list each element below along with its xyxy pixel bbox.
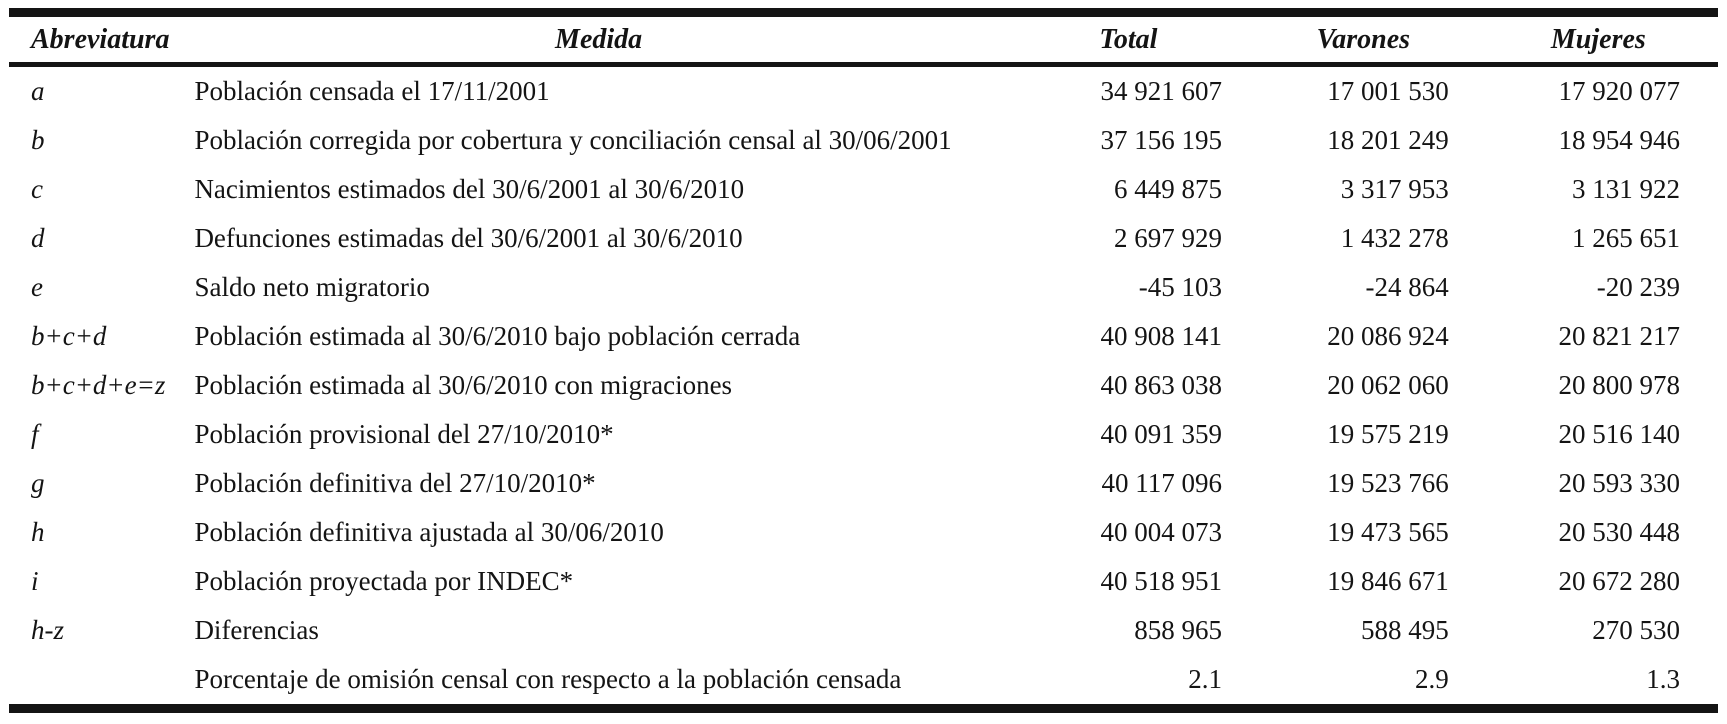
table-row: a Población censada el 17/11/2001 34 921… (9, 65, 1718, 117)
total-cell: 40 091 359 (1100, 419, 1223, 449)
abbreviation-cell: b+c+d (31, 321, 107, 351)
total-cell: 40 518 951 (1100, 566, 1223, 596)
population-reconciliation-table: Abreviatura Medida Total Varones Mujeres… (9, 8, 1718, 713)
varones-cell: 18 201 249 (1327, 125, 1449, 155)
total-cell: 2 697 929 (1114, 223, 1223, 253)
table-row: f Población provisional del 27/10/2010* … (9, 410, 1718, 459)
abbreviation-cell: c (31, 174, 43, 204)
header-abreviatura: Abreviatura (9, 12, 189, 67)
mujeres-cell: 3 131 922 (1572, 174, 1680, 204)
total-cell: 34 921 607 (1100, 76, 1223, 106)
mujeres-cell: 20 821 217 (1558, 321, 1681, 351)
varones-cell: 19 846 671 (1327, 566, 1449, 596)
mujeres-cell: 20 530 448 (1558, 517, 1681, 547)
varones-cell: 19 473 565 (1327, 517, 1449, 547)
table-row: b Población corregida por cobertura y co… (9, 116, 1718, 165)
measure-cell: Población provisional del 27/10/2010* (194, 419, 614, 449)
mujeres-cell: -20 239 (1596, 272, 1680, 302)
table-header: Abreviatura Medida Total Varones Mujeres (9, 12, 1718, 67)
total-cell: 40 004 073 (1100, 517, 1223, 547)
measure-cell: Porcentaje de omisión censal con respect… (194, 664, 902, 694)
mujeres-cell: 20 516 140 (1558, 419, 1681, 449)
table-row: i Población proyectada por INDEC* 40 518… (9, 557, 1718, 606)
measure-cell: Diferencias (194, 615, 319, 645)
table-row: c Nacimientos estimados del 30/6/2001 al… (9, 165, 1718, 214)
varones-cell: 2.9 (1414, 664, 1449, 694)
table-row: h-z Diferencias 858 965 588 495 270 530 (9, 606, 1718, 655)
abbreviation-cell: i (31, 566, 39, 596)
varones-cell: 19 575 219 (1327, 419, 1449, 449)
table-row: b+c+d+e=z Población estimada al 30/6/201… (9, 361, 1718, 410)
varones-cell: 19 523 766 (1327, 468, 1449, 498)
mujeres-cell: 18 954 946 (1558, 125, 1681, 155)
measure-cell: Población censada el 17/11/2001 (194, 76, 550, 106)
table-body: a Población censada el 17/11/2001 34 921… (9, 65, 1718, 709)
table-row: g Población definitiva del 27/10/2010* 4… (9, 459, 1718, 508)
measure-cell: Población estimada al 30/6/2010 bajo pob… (194, 321, 801, 351)
measure-cell: Población definitiva ajustada al 30/06/2… (194, 517, 664, 547)
table-row: e Saldo neto migratorio -45 103 -24 864 … (9, 263, 1718, 312)
varones-cell: 20 062 060 (1327, 370, 1449, 400)
table-row: Porcentaje de omisión censal con respect… (9, 655, 1718, 709)
header-total: Total (1008, 12, 1249, 67)
header-medida: Medida (188, 12, 1009, 67)
varones-cell: 3 317 953 (1340, 174, 1449, 204)
mujeres-cell: 17 920 077 (1558, 76, 1681, 106)
abbreviation-cell: e (31, 272, 43, 302)
abbreviation-cell: h-z (31, 615, 64, 645)
varones-cell: 588 495 (1360, 615, 1449, 645)
header-row: Abreviatura Medida Total Varones Mujeres (9, 12, 1718, 67)
measure-cell: Población corregida por cobertura y conc… (194, 125, 952, 155)
measure-cell: Nacimientos estimados del 30/6/2001 al 3… (194, 174, 745, 204)
varones-cell: 20 086 924 (1327, 321, 1449, 351)
abbreviation-cell: h (31, 517, 45, 547)
table-row: d Defunciones estimadas del 30/6/2001 al… (9, 214, 1718, 263)
measure-cell: Población estimada al 30/6/2010 con migr… (194, 370, 733, 400)
header-varones: Varones (1248, 12, 1479, 67)
total-cell: 858 965 (1134, 615, 1223, 645)
mujeres-cell: 20 672 280 (1558, 566, 1681, 596)
measure-cell: Saldo neto migratorio (194, 272, 430, 302)
abbreviation-cell: f (31, 419, 39, 449)
abbreviation-cell: g (31, 468, 45, 498)
mujeres-cell: 20 593 330 (1558, 468, 1681, 498)
measure-cell: Defunciones estimadas del 30/6/2001 al 3… (194, 223, 743, 253)
abbreviation-cell: b (31, 125, 45, 155)
total-cell: 40 863 038 (1100, 370, 1223, 400)
abbreviation-cell (9, 655, 188, 709)
total-cell: 40 117 096 (1101, 468, 1223, 498)
total-cell: -45 103 (1138, 272, 1223, 302)
header-mujeres: Mujeres (1478, 12, 1718, 67)
varones-cell: 1 432 278 (1340, 223, 1449, 253)
total-cell: 2.1 (1188, 664, 1223, 694)
abbreviation-cell: b+c+d+e=z (31, 370, 166, 400)
mujeres-cell: 270 530 (1592, 615, 1680, 645)
table-row: h Población definitiva ajustada al 30/06… (9, 508, 1718, 557)
abbreviation-cell: d (31, 223, 45, 253)
varones-cell: -24 864 (1365, 272, 1449, 302)
measure-cell: Población proyectada por INDEC* (194, 566, 574, 596)
mujeres-cell: 1 265 651 (1572, 223, 1680, 253)
varones-cell: 17 001 530 (1327, 76, 1449, 106)
table-row: b+c+d Población estimada al 30/6/2010 ba… (9, 312, 1718, 361)
total-cell: 6 449 875 (1114, 174, 1223, 204)
mujeres-cell: 20 800 978 (1558, 370, 1681, 400)
total-cell: 40 908 141 (1100, 321, 1223, 351)
measure-cell: Población definitiva del 27/10/2010* (194, 468, 596, 498)
abbreviation-cell: a (31, 76, 45, 106)
total-cell: 37 156 195 (1100, 125, 1223, 155)
mujeres-cell: 1.3 (1646, 664, 1680, 694)
